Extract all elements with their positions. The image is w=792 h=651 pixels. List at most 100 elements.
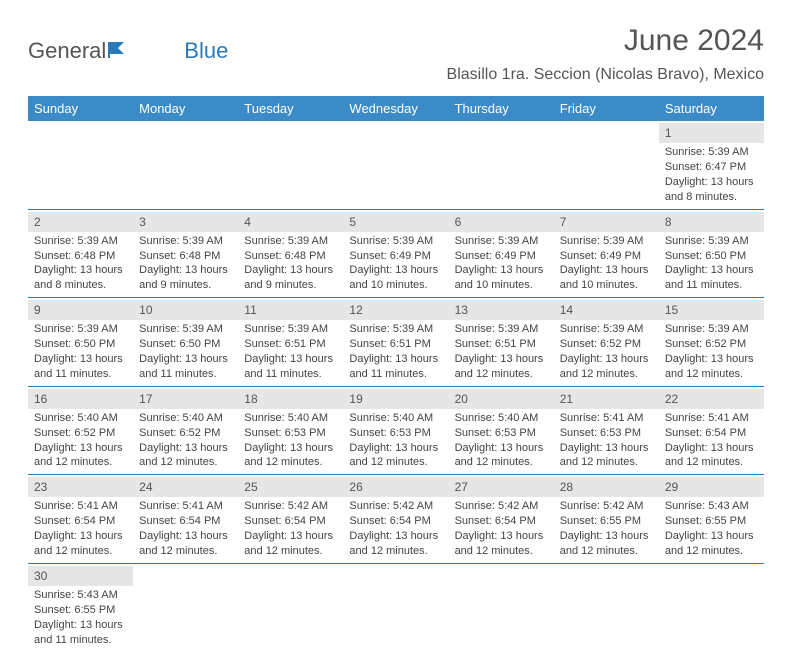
daylight-text: and 11 minutes.: [349, 367, 442, 382]
daylight-text: Daylight: 13 hours: [139, 352, 232, 367]
sunrise-text: Sunrise: 5:40 AM: [455, 411, 548, 426]
calendar-cell: 9Sunrise: 5:39 AMSunset: 6:50 PMDaylight…: [28, 298, 133, 387]
sunrise-text: Sunrise: 5:39 AM: [665, 322, 758, 337]
flag-icon: [108, 38, 134, 64]
calendar-cell: 22Sunrise: 5:41 AMSunset: 6:54 PMDayligh…: [659, 386, 764, 475]
daylight-text: and 12 minutes.: [455, 544, 548, 559]
page-title: June 2024: [447, 24, 764, 58]
sunrise-text: Sunrise: 5:40 AM: [139, 411, 232, 426]
day-number: 24: [133, 477, 238, 497]
daylight-text: and 8 minutes.: [665, 190, 758, 205]
calendar-cell: 4Sunrise: 5:39 AMSunset: 6:48 PMDaylight…: [238, 209, 343, 298]
header: GeneralBlue June 2024 Blasillo 1ra. Secc…: [28, 24, 764, 90]
calendar-cell: 19Sunrise: 5:40 AMSunset: 6:53 PMDayligh…: [343, 386, 448, 475]
sunset-text: Sunset: 6:48 PM: [34, 249, 127, 264]
calendar-cell: [659, 563, 764, 651]
sunrise-text: Sunrise: 5:40 AM: [34, 411, 127, 426]
daylight-text: Daylight: 13 hours: [244, 263, 337, 278]
daylight-text: and 12 minutes.: [349, 544, 442, 559]
calendar-week: 30Sunrise: 5:43 AMSunset: 6:55 PMDayligh…: [28, 563, 764, 651]
daylight-text: Daylight: 13 hours: [560, 441, 653, 456]
day-number: 3: [133, 212, 238, 232]
sunrise-text: Sunrise: 5:43 AM: [665, 499, 758, 514]
calendar-cell: [238, 563, 343, 651]
calendar-cell: 15Sunrise: 5:39 AMSunset: 6:52 PMDayligh…: [659, 298, 764, 387]
daylight-text: Daylight: 13 hours: [560, 529, 653, 544]
sunset-text: Sunset: 6:52 PM: [560, 337, 653, 352]
day-number: 13: [449, 300, 554, 320]
daylight-text: and 12 minutes.: [34, 455, 127, 470]
sunrise-text: Sunrise: 5:39 AM: [455, 234, 548, 249]
day-number: 5: [343, 212, 448, 232]
day-number: 17: [133, 389, 238, 409]
day-number: 14: [554, 300, 659, 320]
daylight-text: Daylight: 13 hours: [349, 352, 442, 367]
col-saturday: Saturday: [659, 96, 764, 121]
daylight-text: Daylight: 13 hours: [244, 441, 337, 456]
daylight-text: and 11 minutes.: [139, 367, 232, 382]
calendar-cell: 25Sunrise: 5:42 AMSunset: 6:54 PMDayligh…: [238, 475, 343, 564]
daylight-text: Daylight: 13 hours: [665, 441, 758, 456]
daylight-text: and 12 minutes.: [455, 455, 548, 470]
daylight-text: and 12 minutes.: [560, 455, 653, 470]
day-number: 27: [449, 477, 554, 497]
sunrise-text: Sunrise: 5:41 AM: [34, 499, 127, 514]
sunset-text: Sunset: 6:48 PM: [139, 249, 232, 264]
sunset-text: Sunset: 6:53 PM: [560, 426, 653, 441]
daylight-text: and 12 minutes.: [139, 544, 232, 559]
sunset-text: Sunset: 6:51 PM: [349, 337, 442, 352]
sunset-text: Sunset: 6:50 PM: [665, 249, 758, 264]
sunrise-text: Sunrise: 5:39 AM: [349, 234, 442, 249]
title-block: June 2024 Blasillo 1ra. Seccion (Nicolas…: [447, 24, 764, 90]
sunset-text: Sunset: 6:52 PM: [34, 426, 127, 441]
sunrise-text: Sunrise: 5:39 AM: [560, 322, 653, 337]
calendar-cell: 23Sunrise: 5:41 AMSunset: 6:54 PMDayligh…: [28, 475, 133, 564]
day-number: 11: [238, 300, 343, 320]
daylight-text: and 12 minutes.: [665, 544, 758, 559]
sunset-text: Sunset: 6:53 PM: [244, 426, 337, 441]
calendar-cell: 30Sunrise: 5:43 AMSunset: 6:55 PMDayligh…: [28, 563, 133, 651]
day-number: 23: [28, 477, 133, 497]
day-number: 2: [28, 212, 133, 232]
sunset-text: Sunset: 6:54 PM: [244, 514, 337, 529]
calendar-week: 23Sunrise: 5:41 AMSunset: 6:54 PMDayligh…: [28, 475, 764, 564]
col-monday: Monday: [133, 96, 238, 121]
daylight-text: Daylight: 13 hours: [455, 529, 548, 544]
sunrise-text: Sunrise: 5:42 AM: [560, 499, 653, 514]
day-number: 15: [659, 300, 764, 320]
daylight-text: Daylight: 13 hours: [560, 352, 653, 367]
day-number: 29: [659, 477, 764, 497]
daylight-text: Daylight: 13 hours: [34, 352, 127, 367]
daylight-text: Daylight: 13 hours: [349, 529, 442, 544]
day-number: 30: [28, 566, 133, 586]
day-number: 20: [449, 389, 554, 409]
daylight-text: Daylight: 13 hours: [665, 352, 758, 367]
calendar-cell: 17Sunrise: 5:40 AMSunset: 6:52 PMDayligh…: [133, 386, 238, 475]
sunrise-text: Sunrise: 5:39 AM: [665, 234, 758, 249]
day-number: 6: [449, 212, 554, 232]
sunrise-text: Sunrise: 5:39 AM: [139, 322, 232, 337]
sunset-text: Sunset: 6:49 PM: [560, 249, 653, 264]
daylight-text: and 12 minutes.: [34, 544, 127, 559]
daylight-text: Daylight: 13 hours: [455, 263, 548, 278]
calendar-cell: 10Sunrise: 5:39 AMSunset: 6:50 PMDayligh…: [133, 298, 238, 387]
sunset-text: Sunset: 6:51 PM: [455, 337, 548, 352]
sunrise-text: Sunrise: 5:43 AM: [34, 588, 127, 603]
daylight-text: and 12 minutes.: [349, 455, 442, 470]
calendar-cell: 18Sunrise: 5:40 AMSunset: 6:53 PMDayligh…: [238, 386, 343, 475]
sunset-text: Sunset: 6:54 PM: [34, 514, 127, 529]
col-sunday: Sunday: [28, 96, 133, 121]
day-number: 8: [659, 212, 764, 232]
sunset-text: Sunset: 6:54 PM: [349, 514, 442, 529]
daylight-text: and 10 minutes.: [349, 278, 442, 293]
daylight-text: and 9 minutes.: [244, 278, 337, 293]
calendar-cell: [449, 563, 554, 651]
day-number: 21: [554, 389, 659, 409]
calendar-cell: 11Sunrise: 5:39 AMSunset: 6:51 PMDayligh…: [238, 298, 343, 387]
calendar-cell: 27Sunrise: 5:42 AMSunset: 6:54 PMDayligh…: [449, 475, 554, 564]
sunrise-text: Sunrise: 5:41 AM: [560, 411, 653, 426]
calendar-cell: [343, 121, 448, 209]
sunset-text: Sunset: 6:51 PM: [244, 337, 337, 352]
calendar-cell: 24Sunrise: 5:41 AMSunset: 6:54 PMDayligh…: [133, 475, 238, 564]
day-number: 9: [28, 300, 133, 320]
